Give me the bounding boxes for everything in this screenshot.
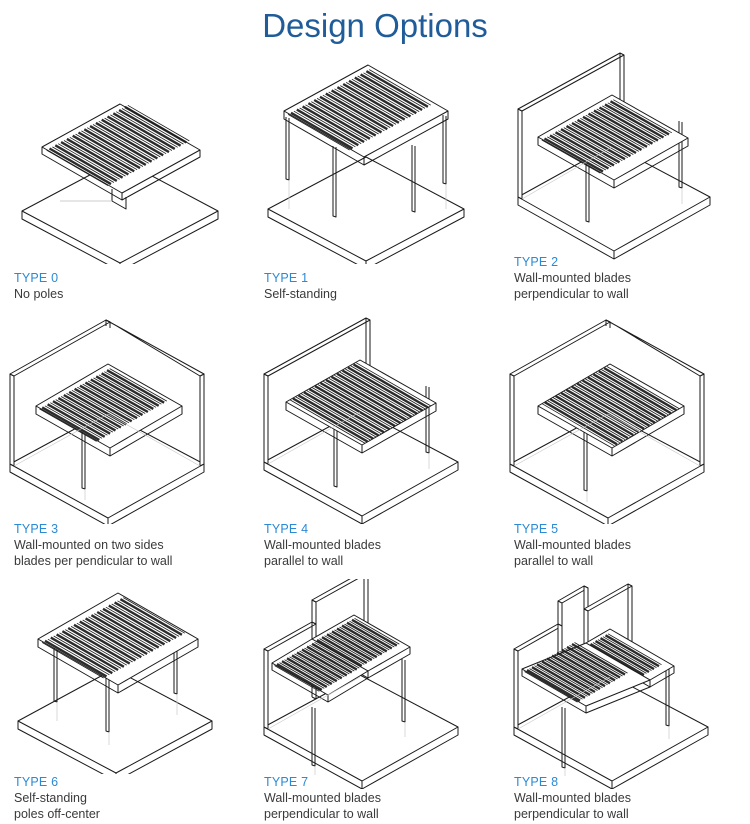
description-line-0-0: No poles <box>14 287 64 301</box>
design-option-card-7[interactable]: TYPE 7 Wall-mounted blades perpendicular… <box>250 579 500 824</box>
caption-3: TYPE 3 Wall-mounted on two sides blades … <box>14 521 244 569</box>
notched-wall-8 <box>513 583 633 730</box>
caption-5: TYPE 5 Wall-mounted blades parallel to w… <box>514 521 744 569</box>
support-poles-2 <box>585 121 683 223</box>
right-wall-5 <box>605 319 705 467</box>
caption-2: TYPE 2 Wall-mounted blades perpendicular… <box>514 254 744 302</box>
design-option-card-4[interactable]: TYPE 4 Wall-mounted blades parallel to w… <box>250 314 500 579</box>
description-line-6-1: poles off-center <box>14 807 100 821</box>
description-line-7-1: perpendicular to wall <box>264 807 379 821</box>
design-option-card-3[interactable]: TYPE 3 Wall-mounted on two sides blades … <box>0 314 250 579</box>
left-wall-5 <box>509 319 611 467</box>
back-wall-2 <box>517 52 625 200</box>
caption-8: TYPE 8 Wall-mounted blades perpendicular… <box>514 774 744 822</box>
louvered-roof-5 <box>537 363 685 457</box>
design-option-card-1[interactable]: TYPE 1 Self-standing <box>250 49 500 314</box>
support-pole-3 <box>81 424 86 490</box>
caption-4: TYPE 4 Wall-mounted blades parallel to w… <box>264 521 494 569</box>
type-label-8: TYPE 8 <box>514 775 559 789</box>
support-poles-7 <box>311 659 406 767</box>
caption-1: TYPE 1 Self-standing <box>264 270 494 302</box>
design-option-card-0[interactable]: TYPE 0 No poles <box>0 49 250 314</box>
figure-type-2 <box>517 52 711 260</box>
caption-7: TYPE 7 Wall-mounted blades perpendicular… <box>264 774 494 822</box>
description-line-2-0: Wall-mounted blades <box>514 271 631 285</box>
type-label-3: TYPE 3 <box>14 522 59 536</box>
description-line-4-1: parallel to wall <box>264 554 344 568</box>
support-pole-1-front <box>442 115 447 185</box>
ground-slab-6 <box>17 668 213 774</box>
louvered-roof-4 <box>285 359 437 454</box>
description-line-8-1: perpendicular to wall <box>514 807 629 821</box>
figure-type-6 <box>17 592 213 774</box>
description-line-2-1: perpendicular to wall <box>514 287 629 301</box>
back-wall-4 <box>263 317 371 465</box>
type-label-1: TYPE 1 <box>264 271 309 285</box>
design-option-card-2[interactable]: TYPE 2 Wall-mounted blades perpendicular… <box>500 49 750 314</box>
right-wall-3 <box>105 319 205 467</box>
design-options-grid: TYPE 0 No poles <box>0 49 750 824</box>
figure-type-1 <box>267 64 465 264</box>
design-option-card-5[interactable]: TYPE 5 Wall-mounted blades parallel to w… <box>500 314 750 579</box>
support-pole-5 <box>583 426 588 492</box>
type-label-0: TYPE 0 <box>14 271 59 285</box>
ground-slab-7 <box>263 674 459 789</box>
type-label-6: TYPE 6 <box>14 775 59 789</box>
support-poles-6 <box>53 637 178 733</box>
figure-type-3 <box>9 319 205 524</box>
louvered-roof-8-lower <box>521 642 651 714</box>
support-poles-4 <box>333 386 430 488</box>
page-title: Design Options <box>262 7 488 44</box>
design-option-card-6[interactable]: TYPE 6 Self-standing poles off-center <box>0 579 250 824</box>
description-line-4-0: Wall-mounted blades <box>264 538 381 552</box>
type-label-4: TYPE 4 <box>264 522 309 536</box>
louvered-roof-3 <box>35 363 183 457</box>
support-poles-8 <box>561 663 670 769</box>
description-line-6-0: Self-standing <box>14 791 87 805</box>
caption-6: TYPE 6 Self-standing poles off-center <box>14 774 244 822</box>
description-line-5-1: parallel to wall <box>514 554 594 568</box>
louvered-roof-7-upper <box>311 614 411 679</box>
ground-slab-1 <box>267 156 465 264</box>
caption-0: TYPE 0 No poles <box>14 270 244 302</box>
louvered-roof-1 <box>283 64 449 166</box>
louvered-roof-2 <box>537 94 689 189</box>
figure-type-0 <box>21 103 219 264</box>
louvered-roof-0 <box>41 103 201 210</box>
ground-slab-4 <box>263 409 459 524</box>
figure-type-8 <box>513 583 709 789</box>
description-line-8-0: Wall-mounted blades <box>514 791 631 805</box>
description-line-5-0: Wall-mounted blades <box>514 538 631 552</box>
ground-slab-0 <box>21 158 219 264</box>
louvered-roof-6 <box>37 592 199 694</box>
type-label-5: TYPE 5 <box>514 522 559 536</box>
louvered-roof-7-lower <box>271 638 369 703</box>
description-line-7-0: Wall-mounted blades <box>264 791 381 805</box>
description-line-1-0: Self-standing <box>264 287 337 301</box>
figure-type-5 <box>509 319 705 524</box>
description-line-3-1: blades per pendicular to wall <box>14 554 173 568</box>
design-option-card-8[interactable]: TYPE 8 Wall-mounted blades perpendicular… <box>500 579 750 824</box>
figure-type-4 <box>263 317 459 524</box>
description-line-3-0: Wall-mounted on two sides <box>14 538 164 552</box>
type-label-2: TYPE 2 <box>514 255 559 269</box>
support-poles-1 <box>285 117 416 218</box>
stepped-wall-7 <box>263 579 369 730</box>
type-label-7: TYPE 7 <box>264 775 309 789</box>
figure-type-7 <box>263 579 459 789</box>
